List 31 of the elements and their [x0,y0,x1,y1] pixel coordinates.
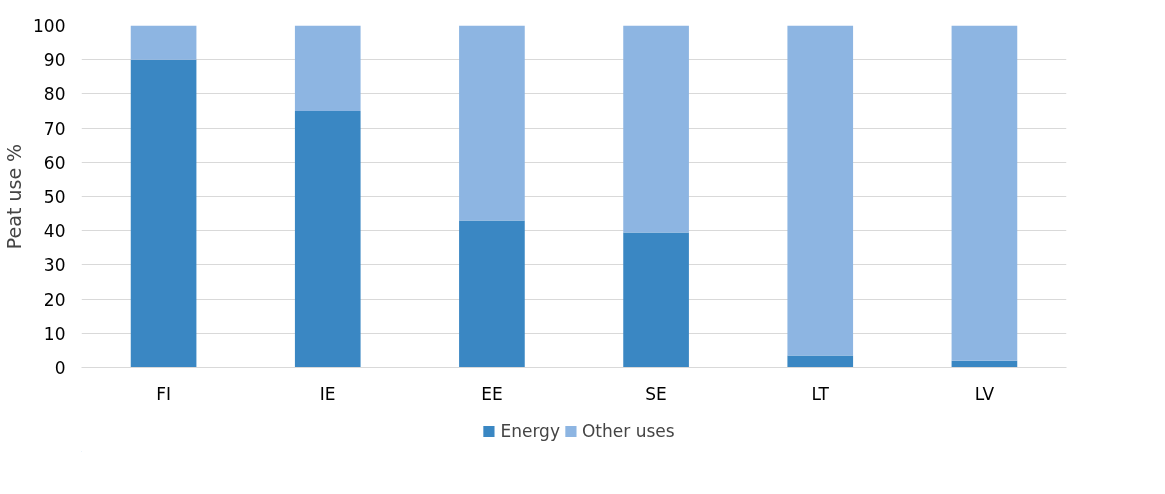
bar [623,232,689,368]
y-tick-label: 80 [43,84,66,105]
bar [459,25,525,221]
y-tick-label: 0 [54,358,66,378]
y-tick-label: 40 [43,221,66,242]
x-tick-label: SE [645,383,667,404]
y-tick-label: 10 [43,323,66,344]
bar [294,111,361,368]
y-axis-title: Peat use % [3,143,26,250]
x-tick-label: LV [974,383,995,404]
y-tick-label: 70 [43,118,66,139]
bar [951,25,1018,361]
bar [130,25,197,60]
x-tick-label: IE [319,383,336,404]
y-tick-label: 20 [43,289,66,310]
y-tick-label: 30 [43,255,66,276]
bar [623,25,689,233]
legend-label: Other uses [581,421,675,441]
legend-label: Energy [500,421,560,441]
y-tick-label: 100 [33,16,66,36]
y-tick-label: 60 [43,152,66,173]
bar [787,355,854,368]
x-tick-label: EE [481,383,503,404]
x-tick-label: FI [156,383,171,404]
y-tick-label: 50 [43,187,66,207]
bar [294,25,361,111]
y-tick-label: 90 [43,50,66,71]
x-tick-label: LT [811,383,830,404]
bar [459,220,525,368]
bar [130,59,197,368]
bar [787,25,854,356]
